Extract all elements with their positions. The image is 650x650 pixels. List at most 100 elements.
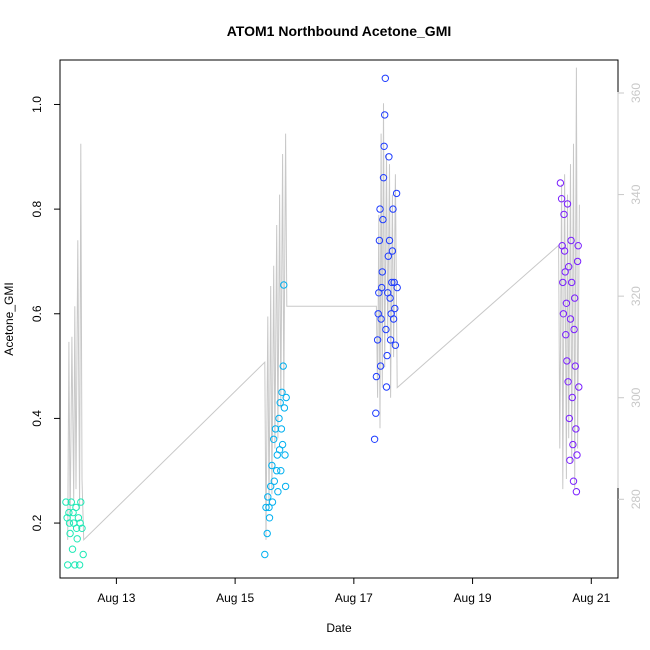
data-point-s2-7 [376, 205, 384, 213]
data-point-s0-18 [72, 524, 81, 532]
data-point-s0-1 [64, 561, 72, 569]
data-point-s2-13 [379, 174, 388, 182]
y2-tick-label: 300 [629, 387, 643, 407]
data-point-s1-18 [277, 467, 285, 475]
y-tick-label: 0.2 [30, 514, 44, 531]
x-tick-label: Aug 19 [454, 591, 492, 605]
data-point-s2-35 [393, 283, 401, 292]
data-point-s3-4 [559, 310, 568, 318]
data-point-s2-9 [377, 315, 385, 323]
data-point-s0-10 [74, 514, 83, 522]
data-point-s2-16 [381, 74, 389, 83]
data-point-s2-14 [380, 142, 388, 151]
data-point-s1-21 [278, 440, 287, 449]
data-point-s0-11 [75, 561, 84, 569]
data-point-s2-1 [372, 409, 380, 417]
data-point-s3-26 [572, 488, 581, 496]
data-point-s3-19 [568, 393, 576, 402]
data-point-s0-4 [67, 498, 76, 506]
data-point-s3-29 [574, 242, 582, 250]
data-point-s3-3 [559, 278, 567, 287]
data-point-s0-13 [78, 524, 86, 532]
data-point-s2-25 [386, 336, 395, 344]
y-axis-label: Acetone_GMI [2, 282, 16, 355]
data-point-s2-17 [382, 325, 390, 334]
data-point-s3-18 [568, 278, 576, 287]
x-tick-label: Aug 15 [216, 591, 254, 605]
data-point-s2-18 [382, 383, 391, 391]
data-point-s1-1 [262, 503, 270, 512]
data-point-s2-24 [386, 294, 394, 302]
data-point-s1-24 [280, 404, 289, 412]
y-tick-label: 0.4 [30, 410, 44, 427]
data-point-s1-12 [273, 467, 281, 475]
data-point-s2-32 [391, 304, 399, 313]
data-point-s3-1 [557, 195, 566, 203]
data-point-s0-7 [71, 561, 79, 569]
y2-tick-label: 320 [629, 286, 643, 306]
data-point-s1-14 [274, 488, 282, 496]
y2-tick-label: 280 [629, 489, 643, 509]
data-point-s2-22 [385, 153, 393, 161]
data-point-s1-4 [265, 503, 273, 512]
axes-layer: Aug 13 Aug 15 Aug 17 Aug 19 Aug 21 0.2 0.4 0.6 0… [30, 83, 643, 605]
data-point-s1-19 [277, 425, 286, 433]
data-point-s1-17 [276, 399, 284, 407]
data-point-s1-3 [264, 493, 272, 501]
data-point-s0-14 [79, 550, 87, 559]
data-point-s2-27 [388, 278, 396, 287]
y-tick-label: 0.8 [30, 200, 44, 217]
x-tick-label: Aug 13 [97, 591, 135, 605]
data-point-s2-10 [378, 283, 386, 292]
data-point-s1-15 [275, 414, 283, 423]
data-point-s2-28 [388, 247, 397, 255]
data-point-s3-16 [566, 315, 575, 323]
chart-title: ATOM1 Northbound Acetone_GMI [227, 23, 452, 39]
data-point-s3-13 [565, 263, 573, 271]
data-point-s0-19 [76, 519, 84, 527]
data-point-s3-24 [571, 362, 579, 370]
data-point-s1-22 [279, 362, 287, 370]
data-point-s3-17 [567, 236, 575, 245]
data-point-s2-21 [384, 252, 392, 260]
trace-line [67, 67, 580, 542]
x-tick-label: Aug 17 [335, 591, 373, 605]
data-point-s3-0 [556, 179, 565, 187]
data-point-s0-2 [65, 508, 73, 517]
data-point-s0-0 [62, 498, 70, 506]
plot-frame [59, 59, 619, 579]
data-point-s2-19 [383, 351, 391, 360]
data-point-s2-23 [385, 236, 394, 245]
data-point-s1-0 [261, 550, 269, 559]
y2-tick-label: 340 [629, 184, 643, 204]
x-axis-label: Date [326, 621, 352, 635]
data-point-s3-6 [560, 247, 569, 255]
y2-tick-label: 360 [629, 83, 643, 103]
data-point-s3-28 [573, 257, 582, 266]
data-point-s3-8 [562, 331, 570, 339]
data-point-s3-9 [562, 299, 571, 307]
data-point-s1-26 [281, 482, 290, 491]
x-tick-label: Aug 21 [572, 591, 610, 605]
trace-layer [67, 67, 580, 542]
data-point-s3-21 [569, 477, 578, 485]
data-point-s3-27 [573, 451, 581, 459]
data-point-s0-9 [73, 535, 81, 543]
data-point-s3-23 [571, 294, 579, 302]
y-tick-label: 0.6 [30, 305, 44, 322]
y-tick-label: 1.0 [30, 96, 44, 113]
data-point-s3-10 [563, 357, 571, 365]
data-point-s1-20 [278, 388, 286, 396]
data-point-s1-8 [268, 498, 277, 506]
data-point-s2-34 [392, 189, 401, 198]
data-point-s1-25 [281, 451, 289, 459]
data-point-s2-0 [370, 435, 379, 443]
data-point-s3-11 [563, 200, 572, 208]
data-point-s3-15 [566, 456, 574, 464]
data-point-s1-23 [280, 281, 288, 289]
data-point-s1-9 [270, 435, 278, 443]
data-point-s2-3 [373, 336, 382, 344]
data-point-s2-30 [389, 315, 398, 323]
data-point-s3-14 [565, 414, 573, 423]
